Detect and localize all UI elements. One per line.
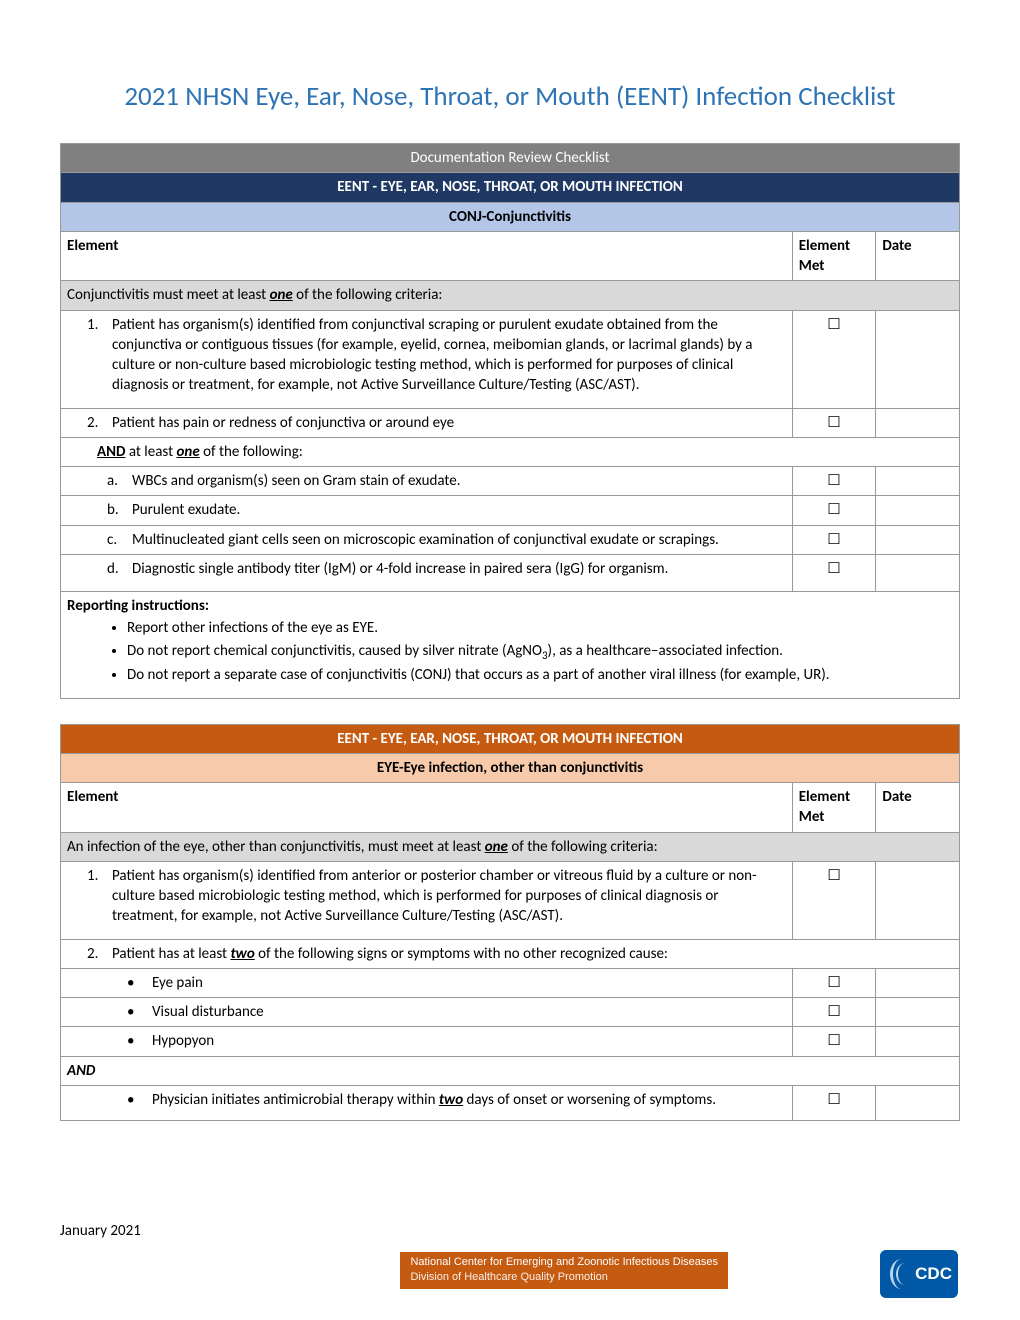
conj-item-2: 2.Patient has pain or redness of conjunc…	[61, 408, 793, 437]
col-element-2: Element	[61, 783, 793, 833]
conj-item-2-checkbox[interactable]: ☐	[792, 408, 876, 437]
footer-date: January 2021	[60, 1222, 141, 1240]
cdc-logo: CDC	[878, 1248, 960, 1300]
eye-phys-date[interactable]	[876, 1085, 960, 1120]
eye-s3-checkbox[interactable]: ☐	[792, 1027, 876, 1056]
conj-reporting: Reporting instructions: Report other inf…	[61, 592, 960, 699]
eye-phys-checkbox[interactable]: ☐	[792, 1085, 876, 1120]
eye-s2-date[interactable]	[876, 998, 960, 1027]
eye-table: EENT - EYE, EAR, NOSE, THROAT, OR MOUTH …	[60, 724, 960, 1122]
eent-header-2: EENT - EYE, EAR, NOSE, THROAT, OR MOUTH …	[61, 724, 960, 753]
conj-c-checkbox[interactable]: ☐	[792, 525, 876, 554]
eye-item-2: 2.Patient has at least two of the follow…	[61, 939, 960, 968]
eye-s3-date[interactable]	[876, 1027, 960, 1056]
conj-a: a.WBCs and organism(s) seen on Gram stai…	[61, 467, 793, 496]
page-title: 2021 NHSN Eye, Ear, Nose, Throat, or Mou…	[60, 80, 960, 113]
conj-d-checkbox[interactable]: ☐	[792, 554, 876, 591]
conj-b-checkbox[interactable]: ☐	[792, 496, 876, 525]
conj-r3: Do not report a separate case of conjunc…	[127, 665, 947, 685]
eye-item-1-checkbox[interactable]: ☐	[792, 861, 876, 939]
eye-item-1: 1.Patient has organism(s) identified fro…	[61, 861, 793, 939]
col-element-1: Element	[61, 231, 793, 281]
conj-and: AND at least one of the following:	[61, 437, 960, 466]
conj-item-2-date[interactable]	[876, 408, 960, 437]
eye-phys: •Physician initiates antimicrobial thera…	[61, 1085, 793, 1120]
eye-subheader: EYE-Eye infection, other than conjunctiv…	[61, 753, 960, 782]
footer-orange-bar: National Center for Emerging and Zoonoti…	[400, 1252, 728, 1289]
conj-r2: Do not report chemical conjunctivitis, c…	[127, 641, 947, 664]
eye-criteria: An infection of the eye, other than conj…	[61, 832, 960, 861]
conj-b: b.Purulent exudate.	[61, 496, 793, 525]
eye-s3: •Hypopyon	[61, 1027, 793, 1056]
col-met-1: Element Met	[792, 231, 876, 281]
col-date-1: Date	[876, 231, 960, 281]
eye-s2-checkbox[interactable]: ☐	[792, 998, 876, 1027]
eye-s1: •Eye pain	[61, 968, 793, 997]
conj-d-date[interactable]	[876, 554, 960, 591]
conj-item-1-date[interactable]	[876, 310, 960, 408]
col-met-2: Element Met	[792, 783, 876, 833]
conj-subheader: CONJ-Conjunctivitis	[61, 202, 960, 231]
eye-s1-checkbox[interactable]: ☐	[792, 968, 876, 997]
conj-a-date[interactable]	[876, 467, 960, 496]
eye-item-1-date[interactable]	[876, 861, 960, 939]
conj-item-1-checkbox[interactable]: ☐	[792, 310, 876, 408]
doc-review-header: Documentation Review Checklist	[61, 144, 960, 173]
conj-c: c.Multinucleated giant cells seen on mic…	[61, 525, 793, 554]
conj-table: Documentation Review Checklist EENT - EY…	[60, 143, 960, 699]
conj-b-date[interactable]	[876, 496, 960, 525]
eye-and: AND	[61, 1056, 960, 1085]
footer-bar: National Center for Emerging and Zoonoti…	[400, 1248, 960, 1300]
col-date-2: Date	[876, 783, 960, 833]
conj-r1: Report other infections of the eye as EY…	[127, 618, 947, 638]
eye-s2: •Visual disturbance	[61, 998, 793, 1027]
conj-c-date[interactable]	[876, 525, 960, 554]
conj-a-checkbox[interactable]: ☐	[792, 467, 876, 496]
conj-d: d.Diagnostic single antibody titer (IgM)…	[61, 554, 793, 591]
eye-s1-date[interactable]	[876, 968, 960, 997]
conj-criteria: Conjunctivitis must meet at least one of…	[61, 281, 960, 310]
conj-item-1: 1.Patient has organism(s) identified fro…	[61, 310, 793, 408]
eent-header-1: EENT - EYE, EAR, NOSE, THROAT, OR MOUTH …	[61, 173, 960, 202]
